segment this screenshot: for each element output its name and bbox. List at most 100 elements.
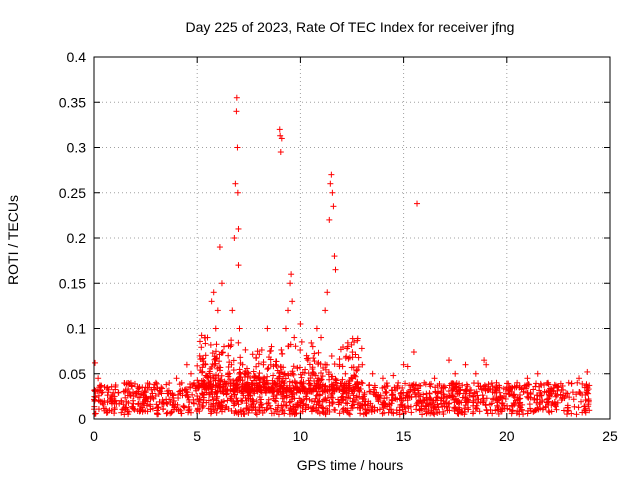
data-point: [524, 381, 531, 388]
data-point: [420, 391, 427, 398]
data-point: [311, 358, 318, 365]
data-point: [315, 398, 322, 405]
data-point: [247, 375, 254, 382]
data-point: [329, 189, 336, 196]
data-point: [366, 388, 373, 395]
data-point: [530, 386, 537, 393]
data-point: [516, 382, 523, 389]
data-point: [286, 407, 293, 414]
data-point: [101, 384, 108, 391]
data-point: [353, 367, 360, 374]
data-point: [484, 410, 491, 417]
data-point: [174, 401, 181, 408]
data-point: [586, 407, 593, 414]
data-point: [413, 393, 420, 400]
data-point: [232, 180, 239, 187]
data-point: [583, 381, 590, 388]
data-point: [349, 349, 356, 356]
data-point: [308, 408, 315, 415]
data-point: [352, 381, 359, 388]
data-point: [235, 225, 242, 232]
data-point: [221, 406, 228, 413]
data-point: [101, 407, 108, 414]
data-point: [278, 135, 285, 142]
data-point: [245, 409, 252, 416]
data-point: [362, 401, 369, 408]
data-point: [277, 388, 284, 395]
y-axis-label: ROTI / TECUs: [5, 195, 21, 285]
data-point: [122, 405, 129, 412]
data-point: [135, 385, 142, 392]
data-point: [261, 384, 268, 391]
data-point: [218, 349, 225, 356]
data-point: [132, 390, 139, 397]
data-point: [217, 378, 224, 385]
data-point: [212, 360, 219, 367]
data-point: [267, 347, 274, 354]
data-point: [227, 343, 234, 350]
data-point: [434, 382, 441, 389]
data-point: [289, 408, 296, 415]
data-point: [130, 400, 137, 407]
data-point: [303, 401, 310, 408]
data-point: [260, 359, 267, 366]
data-point: [455, 407, 462, 414]
data-point: [231, 235, 238, 241]
data-point: [570, 396, 577, 403]
data-point: [510, 392, 517, 399]
data-point: [176, 381, 183, 388]
y-tick-label: 0.25: [59, 185, 86, 201]
data-point: [271, 410, 278, 417]
data-point: [276, 126, 283, 133]
data-point: [164, 401, 171, 408]
data-point: [235, 401, 242, 408]
data-point: [434, 401, 441, 408]
data-point: [200, 355, 207, 362]
data-point: [582, 397, 589, 404]
data-point: [170, 397, 177, 404]
data-point: [298, 338, 305, 345]
data-point: [464, 383, 471, 390]
data-point: [356, 401, 363, 408]
y-tick-label: 0.2: [67, 230, 87, 246]
data-point: [332, 407, 339, 414]
data-point: [184, 389, 191, 396]
data-point: [163, 381, 170, 388]
data-point: [379, 410, 386, 417]
data-point: [239, 361, 246, 368]
data-point: [578, 398, 585, 405]
data-point: [208, 364, 215, 371]
data-point: [244, 365, 251, 372]
data-point: [194, 377, 201, 384]
data-point: [557, 391, 564, 398]
data-point: [211, 353, 218, 360]
data-point: [253, 363, 260, 370]
data-point: [229, 307, 236, 314]
data-point: [233, 395, 240, 402]
data-point: [490, 396, 497, 403]
data-point: [355, 387, 362, 394]
data-point: [292, 379, 299, 386]
data-point: [99, 389, 106, 396]
data-point: [399, 384, 406, 391]
y-axis-ticks: 0 0.05 0.1 0.15 0.2 0.25 0.3 0.35 0.4: [59, 49, 610, 427]
data-point: [294, 401, 301, 408]
data-point: [321, 387, 328, 394]
data-point: [351, 372, 358, 379]
data-point: [180, 402, 187, 409]
data-point: [181, 404, 188, 411]
data-point: [211, 362, 218, 369]
data-point: [329, 373, 336, 380]
data-point: [332, 376, 339, 383]
data-point: [214, 365, 221, 372]
data-point: [249, 398, 256, 405]
data-point: [447, 394, 454, 401]
data-point: [297, 347, 304, 354]
data-point: [308, 398, 315, 405]
data-point: [104, 409, 111, 416]
data-point: [209, 350, 216, 357]
data-point: [545, 399, 552, 406]
data-point: [361, 391, 368, 398]
data-point: [473, 402, 480, 409]
data-point: [568, 410, 575, 417]
